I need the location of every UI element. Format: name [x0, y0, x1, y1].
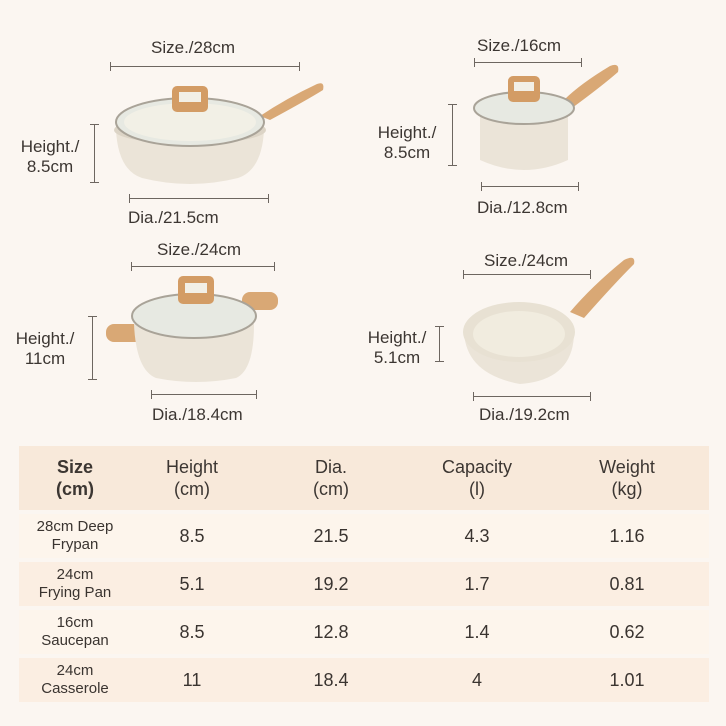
row-dia: 12.8: [313, 621, 349, 642]
table-row: 28cm Deep Frypan 8.5 21.5 4.3 1.16: [19, 514, 709, 558]
row-height: 5.1: [179, 573, 205, 594]
row-capacity: 1.4: [464, 621, 490, 642]
row-dia: 21.5: [313, 525, 349, 546]
deep-frypan-image: [114, 83, 324, 184]
table-header-row: Size (cm) Height (cm) Dia. (cm) Capacity (l)…: [19, 446, 709, 510]
deep-frypan-height-line: [90, 124, 99, 183]
row-weight: 0.81: [609, 573, 645, 594]
saucepan-dia-label: Dia./12.8cm: [477, 198, 568, 217]
frying-pan-size-label: Size./24cm: [484, 251, 569, 270]
saucepan-image: [473, 64, 619, 170]
deep-frypan-dia-label: Dia./21.5cm: [128, 208, 219, 227]
row-capacity: 4.3: [464, 525, 490, 546]
frying-pan-size-line: [463, 270, 591, 279]
header-dia: Dia. (cm): [313, 457, 349, 499]
row-weight: 1.16: [609, 525, 645, 546]
saucepan-height-line: [448, 104, 457, 166]
header-size: Size (cm): [55, 457, 94, 499]
row-name: 28cm Deep Frypan: [36, 518, 114, 553]
frying-pan-height-line: [435, 326, 444, 362]
casserole-height-label: Height./ 11cm: [15, 329, 75, 368]
frying-pan-dia-label: Dia./19.2cm: [479, 405, 570, 424]
row-name: 24cm Casserole: [41, 662, 109, 697]
casserole-size-line: [131, 262, 275, 271]
saucepan-height-label: Height./ 8.5cm: [377, 123, 437, 162]
frying-pan-image: [463, 257, 635, 384]
row-capacity: 4: [471, 669, 482, 690]
deep-frypan-size-label: Size./28cm: [151, 38, 236, 57]
header-height: Height (cm): [165, 457, 219, 499]
row-weight: 0.62: [609, 621, 645, 642]
deep-frypan-size-line: [110, 62, 300, 71]
spec-table: Size (cm) Height (cm) Dia. (cm) Capacity (l)…: [19, 446, 709, 702]
saucepan-dia-line: [481, 182, 579, 191]
casserole-image: [106, 276, 278, 382]
saucepan-size-label: Size./16cm: [477, 36, 562, 55]
row-capacity: 1.7: [464, 573, 490, 594]
frying-pan-dia-line: [473, 392, 591, 401]
deep-frypan-height-label: Height./ 8.5cm: [20, 137, 80, 176]
table-row: 24cm Casserole 11 18.4 4 1.01: [19, 658, 709, 702]
header-weight: Weight (kg): [599, 457, 655, 499]
row-dia: 19.2: [313, 573, 349, 594]
row-height: 11: [182, 669, 202, 690]
frying-pan-height-label: Height./ 5.1cm: [367, 328, 427, 367]
header-capacity: Capacity (l): [441, 457, 513, 499]
row-height: 8.5: [179, 621, 205, 642]
casserole-size-label: Size./24cm: [157, 240, 242, 259]
saucepan-size-line: [474, 58, 582, 67]
row-height: 8.5: [179, 525, 205, 546]
row-name: 16cm Saucepan: [41, 614, 109, 649]
row-weight: 1.01: [609, 669, 645, 690]
row-dia: 18.4: [313, 669, 349, 690]
deep-frypan-dia-line: [129, 194, 269, 203]
row-name: 24cm Frying Pan: [38, 566, 112, 601]
casserole-dia-line: [151, 390, 257, 399]
table-row: 24cm Frying Pan 5.1 19.2 1.7 0.81: [19, 562, 709, 606]
casserole-height-line: [88, 316, 97, 380]
casserole-dia-label: Dia./18.4cm: [152, 405, 243, 424]
table-row: 16cm Saucepan 8.5 12.8 1.4 0.62: [19, 610, 709, 654]
